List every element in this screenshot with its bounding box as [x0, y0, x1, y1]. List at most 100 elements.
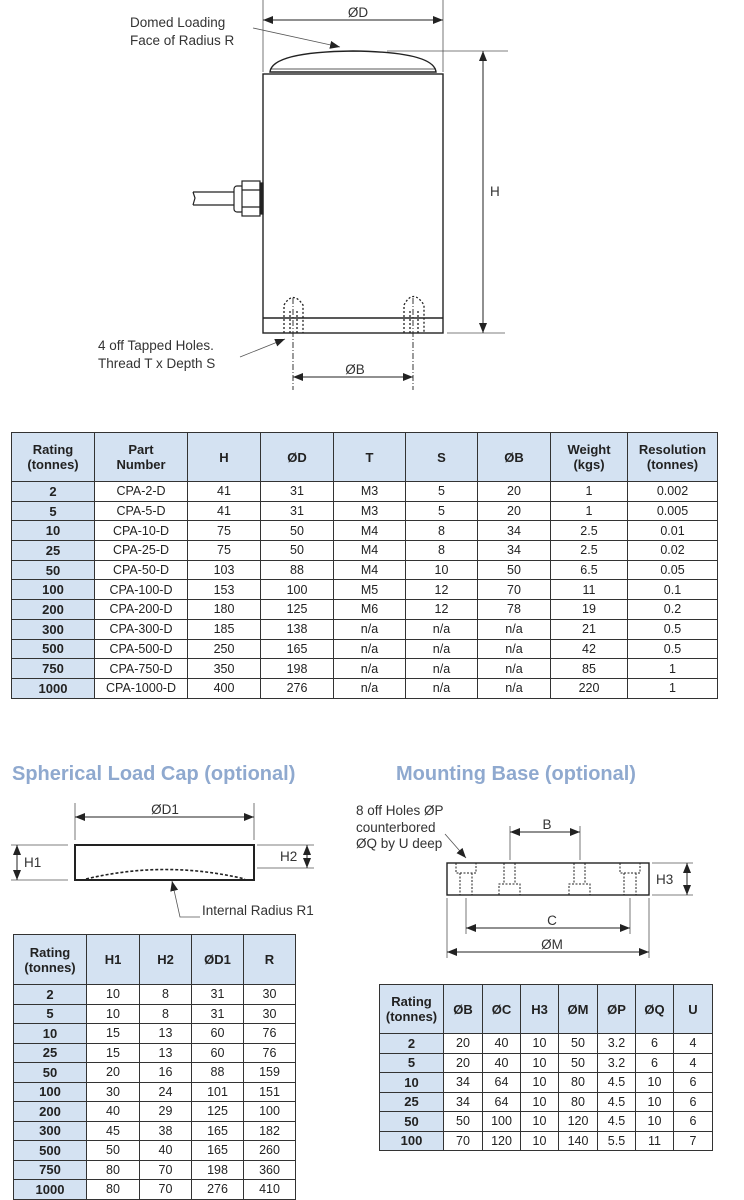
rating-cell: 25 — [11, 540, 95, 561]
table-cell: 6 — [673, 1091, 713, 1112]
table-cell: n/a — [333, 618, 406, 640]
holes-label-line3: ØQ by U deep — [356, 836, 442, 851]
table-cell: 198 — [191, 1159, 244, 1180]
dimension-d-label: ØD — [348, 5, 369, 20]
rating-cell: 1000 — [13, 1179, 87, 1200]
column-header-text: ØP — [607, 1001, 626, 1017]
dimension-c-label: C — [547, 913, 557, 928]
rating-cell: 5 — [379, 1052, 444, 1073]
table-cell: CPA-300-D — [94, 618, 188, 640]
table-cell: n/a — [477, 638, 551, 660]
table-cell: 100 — [260, 579, 334, 601]
rating-cell: 200 — [13, 1101, 87, 1122]
table-cell: 76 — [243, 1023, 296, 1044]
column-header: ØQ — [635, 984, 674, 1034]
dimension-h1-label: H1 — [24, 855, 41, 870]
dimension-b-label: ØB — [345, 362, 365, 377]
load-cell-drawing: ØD H ØB Domed Loading Face of Radius R 4… — [98, 0, 508, 390]
rating-cell: 50 — [379, 1111, 444, 1132]
column-header-text: Rating — [32, 442, 74, 457]
table-row: 10 CPA-10-D 75 50 M4 8 34 2.5 0.01 — [11, 520, 718, 542]
mounting-base-body — [446, 862, 650, 896]
rating-cell: 100 — [13, 1081, 87, 1102]
table-cell: 50 — [86, 1140, 140, 1161]
column-header-text: U — [688, 1001, 698, 1017]
rating-cell: 5 — [13, 1003, 87, 1024]
table-cell: 34 — [443, 1091, 483, 1112]
table-row: 10 15 13 60 76 — [13, 1023, 296, 1044]
column-header: H — [187, 432, 261, 482]
table-row: 25 15 13 60 76 — [13, 1042, 296, 1063]
table-cell: 276 — [260, 677, 334, 699]
table-cell: 6 — [673, 1072, 713, 1093]
table-cell: n/a — [405, 618, 478, 640]
table-cell: 100 — [482, 1111, 521, 1132]
column-header-text: ØD — [287, 449, 307, 465]
table-cell: CPA-2-D — [94, 481, 188, 502]
column-header: Weight (kgs) — [550, 432, 628, 482]
table-row: 500 50 40 165 260 — [13, 1140, 296, 1161]
tapped-holes — [283, 295, 425, 333]
column-header-text: Weight — [567, 442, 611, 457]
table-cell: 10 — [520, 1091, 559, 1112]
column-header-text: H2 — [157, 952, 174, 967]
rating-cell: 750 — [11, 658, 95, 679]
column-header-text: ØC — [491, 1001, 512, 1017]
table-cell: CPA-500-D — [94, 638, 188, 660]
table-cell: 78 — [477, 599, 551, 620]
table-cell: M4 — [333, 540, 406, 561]
holes-label-line2: Thread T x Depth S — [98, 356, 215, 371]
column-header-text: H3 — [531, 1001, 548, 1017]
table-cell: 20 — [443, 1052, 483, 1073]
table-cell: 0.005 — [627, 500, 718, 522]
table-row: 50 20 16 88 159 — [13, 1062, 296, 1083]
column-header-text: ØB — [453, 1001, 473, 1017]
column-header: S — [405, 432, 478, 482]
column-header: H2 — [139, 934, 192, 985]
table-cell: 6 — [635, 1033, 674, 1054]
table-cell: 50 — [558, 1052, 598, 1073]
table-row: 1000 80 70 276 410 — [13, 1179, 296, 1200]
header-row: Rating (tonnes) ØB ØC H3 ØM ØP ØQ U — [379, 984, 713, 1034]
table-cell: 40 — [482, 1052, 521, 1073]
rating-cell: 100 — [379, 1130, 444, 1151]
table-cell: 45 — [86, 1120, 140, 1141]
table-row: 1000 CPA-1000-D 400 276 n/a n/a n/a 220 1 — [11, 677, 718, 699]
internal-radius-label: Internal Radius R1 — [202, 903, 314, 918]
table-cell: n/a — [333, 677, 406, 699]
column-header-text: S — [437, 449, 446, 465]
table-cell: CPA-200-D — [94, 599, 188, 620]
column-header: ØB — [477, 432, 551, 482]
table-cell: 3.2 — [597, 1052, 636, 1073]
column-header: Rating (tonnes) — [11, 432, 95, 482]
column-header: ØD — [260, 432, 334, 482]
column-header-text: ØB — [504, 449, 524, 465]
dome-label-line2: Face of Radius R — [130, 33, 235, 48]
table-cell: 4.5 — [597, 1091, 636, 1112]
table-cell: 400 — [187, 677, 261, 699]
table-row: 300 45 38 165 182 — [13, 1120, 296, 1141]
rating-cell: 25 — [379, 1091, 444, 1112]
table-cell: 30 — [243, 1003, 296, 1024]
column-header-text: ØQ — [644, 1001, 665, 1017]
dimension-m-label: ØM — [541, 937, 563, 952]
table-cell: 159 — [243, 1062, 296, 1083]
holes-label-line1: 8 off Holes ØP — [356, 803, 444, 818]
table-cell: n/a — [333, 658, 406, 679]
table-cell: 30 — [86, 1081, 140, 1102]
table-cell: 6 — [635, 1052, 674, 1073]
dimension-d1-label: ØD1 — [151, 802, 179, 817]
rating-cell: 2 — [379, 1033, 444, 1054]
table-cell: CPA-1000-D — [94, 677, 188, 699]
load-cap-title: Spherical Load Cap (optional) — [12, 763, 296, 785]
table-row: 5 20 40 10 50 3.2 6 4 — [379, 1052, 713, 1073]
column-header-text: ØM — [567, 1001, 589, 1017]
rating-cell: 500 — [13, 1140, 87, 1161]
table-cell: 140 — [558, 1130, 598, 1151]
column-header-text: Number — [116, 457, 166, 472]
table-cell: 1 — [627, 677, 718, 699]
column-header: Rating (tonnes) — [379, 984, 444, 1034]
table-row: 100 30 24 101 151 — [13, 1081, 296, 1102]
table-cell: 34 — [443, 1072, 483, 1093]
